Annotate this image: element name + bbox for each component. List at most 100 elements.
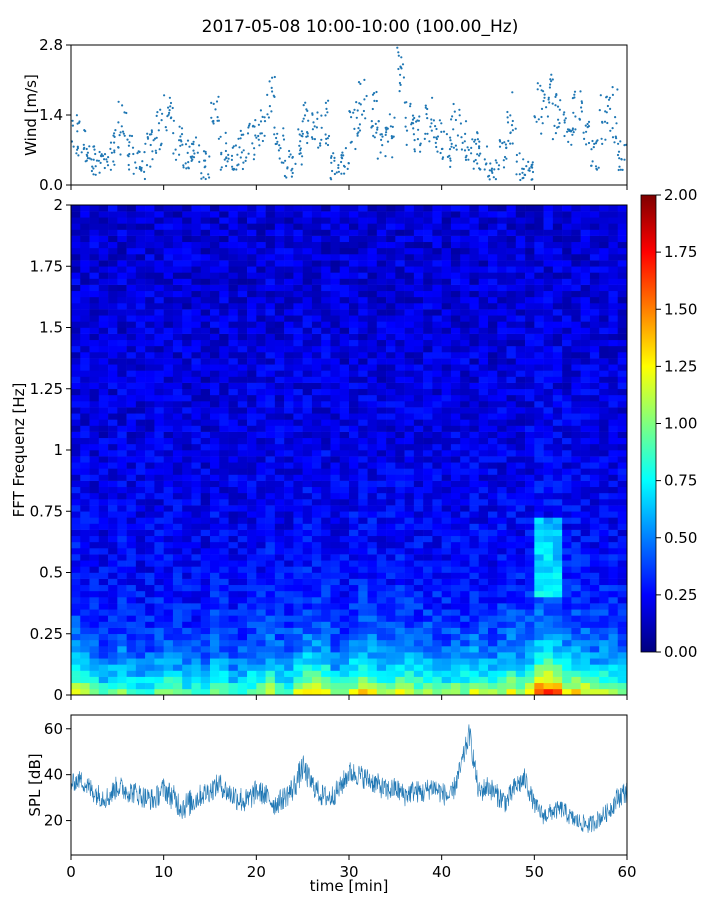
spectrogram-cell (108, 364, 118, 371)
spectrogram-cell (302, 278, 313, 285)
spectrogram-cell (478, 431, 489, 439)
spectrogram-cell (506, 376, 517, 383)
spectrogram-cell (525, 443, 535, 451)
spectrogram-cell (423, 627, 433, 635)
spectrogram-cell (71, 272, 81, 279)
spectrogram-cell (460, 646, 470, 653)
spectrogram-cell (349, 578, 359, 586)
spectrogram-cell (256, 345, 266, 353)
spectrogram-cell (237, 658, 248, 665)
wind-point (88, 145, 91, 148)
spectrogram-cell (367, 223, 378, 230)
spectrogram-cell (534, 394, 544, 402)
wind-point (579, 90, 582, 93)
spectrogram-cell (135, 303, 146, 310)
wind-point (230, 158, 233, 161)
spectrogram-cell (450, 480, 461, 488)
wind-point (430, 129, 433, 132)
spectrogram-cell (172, 443, 183, 451)
spectrogram-cell (126, 278, 137, 285)
spectrogram-cell (247, 333, 257, 341)
wind-point (497, 164, 501, 167)
spectrogram-cell (108, 303, 118, 310)
wind-point (585, 130, 588, 133)
spectrogram-cell (478, 682, 489, 690)
spectrogram-cell (284, 290, 294, 298)
wind-point (350, 140, 353, 143)
spectrogram-cell (265, 627, 276, 635)
wind-point (184, 143, 188, 146)
wind-point (611, 136, 615, 139)
spectrogram-cell (488, 290, 498, 298)
spectrogram-cell (284, 303, 294, 310)
spectrogram-cell (311, 247, 322, 255)
wind-point (247, 126, 250, 129)
wind-point (590, 164, 593, 167)
spectrogram-cell (450, 217, 461, 224)
spectrogram-cell (247, 266, 257, 273)
spectrogram-cell (284, 352, 294, 359)
spectrogram-cell (302, 241, 313, 249)
spectrogram-cell (293, 296, 303, 304)
spectrogram-cell (284, 229, 294, 236)
wind-point (263, 120, 267, 123)
spectrogram-cell (311, 505, 322, 512)
spectrogram-cell (200, 211, 211, 218)
wind-point (320, 114, 323, 117)
spectrogram-cell (367, 272, 378, 279)
spectrogram-cell (330, 474, 341, 481)
wind-point (373, 136, 376, 139)
spectrogram-cell (506, 278, 517, 285)
spectrogram-cell (478, 284, 489, 292)
wind-point (145, 164, 149, 167)
wind-point (563, 111, 566, 114)
spectrogram-cell (135, 401, 146, 408)
spectrogram-cell (441, 296, 452, 304)
spectrogram-cell (506, 578, 517, 586)
spectrogram-cell (311, 597, 322, 604)
spectrogram-cell (284, 492, 294, 500)
spectrogram-cell (525, 382, 535, 390)
spectrogram-cell (404, 290, 415, 298)
spectrogram-cell (80, 425, 90, 432)
wind-point (128, 141, 131, 144)
spectrogram-cell (98, 560, 109, 567)
spectrogram-cell (191, 456, 202, 463)
spectrogram-cell (413, 517, 424, 524)
spectrogram-cell (108, 480, 118, 488)
spectrogram-cell (330, 572, 341, 579)
spectrogram-cell (525, 401, 535, 408)
spectrogram-cell (145, 376, 155, 383)
spectrogram-cell (89, 560, 100, 567)
spectrogram-cell (182, 572, 192, 579)
spectrogram-cell (228, 456, 239, 463)
spectrogram-cell (321, 652, 331, 659)
wind-point (359, 103, 362, 106)
spectrogram-cell (413, 682, 424, 690)
spectrogram-cell (256, 394, 266, 402)
spectrogram-cell (441, 425, 452, 432)
spectrogram-cell (265, 345, 276, 353)
spectrogram-cell (441, 290, 452, 298)
spectrogram-cell (358, 431, 368, 439)
spectrogram-cell (80, 260, 90, 267)
wind-point (306, 135, 309, 138)
spectrogram-cell (228, 474, 239, 481)
wind-point (542, 90, 545, 93)
spectrogram-cell (302, 425, 313, 432)
spectrogram-cell (117, 290, 127, 298)
wind-point (313, 125, 316, 128)
spectrogram-cell (469, 652, 480, 659)
spectrogram-cell (145, 535, 155, 543)
spectrogram-cell (423, 646, 433, 653)
spectrogram-cell (506, 664, 517, 671)
spectrogram-cell (154, 505, 164, 512)
spectrogram-cell (506, 633, 517, 641)
spectrogram-cell (488, 407, 498, 414)
spectrogram-cell (284, 462, 294, 469)
spectrogram-cell (71, 370, 81, 377)
spectrogram-cell (413, 321, 424, 328)
spectrogram-cell (293, 615, 303, 622)
spectrogram-cell (395, 241, 405, 249)
spectrogram-cell (506, 609, 517, 616)
